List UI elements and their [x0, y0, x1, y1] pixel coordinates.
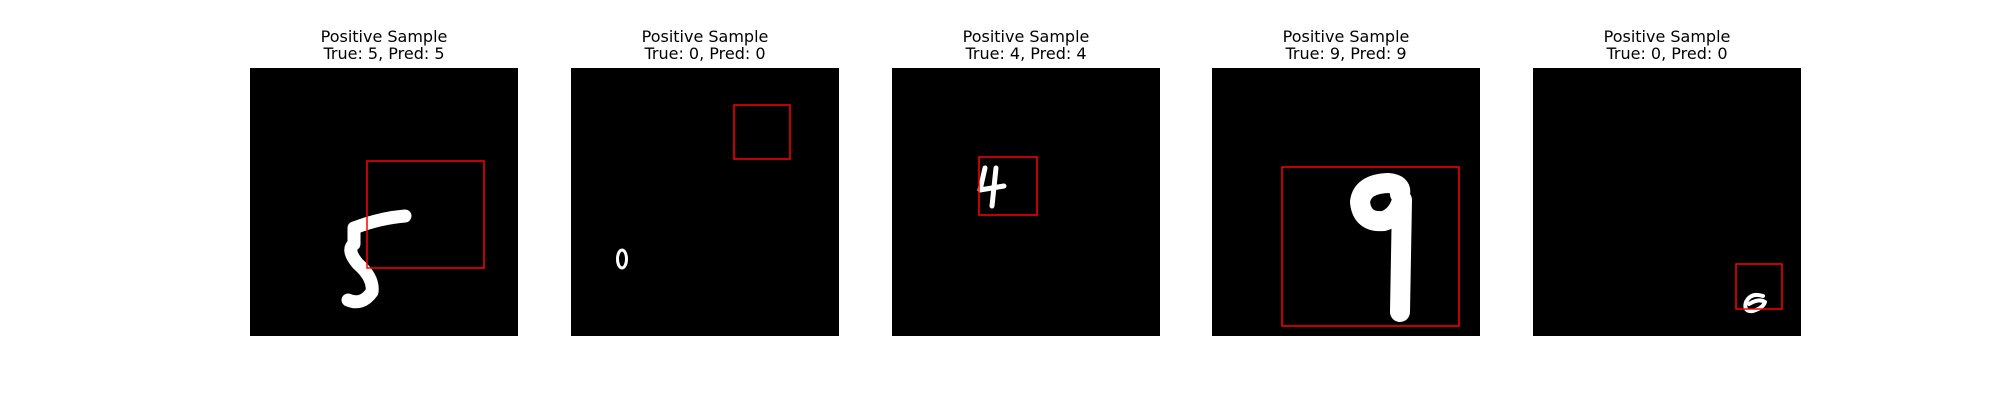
- bounding-box: [1735, 263, 1783, 310]
- digit-4-drawing: [977, 156, 1038, 216]
- bounding-box: [366, 160, 485, 269]
- digit-0-drawing: [1735, 263, 1783, 314]
- panel-subtitle: True: 0, Pred: 0: [1606, 44, 1728, 63]
- panel-title: Positive Sample True: 0, Pred: 0: [1493, 28, 1841, 62]
- sample-panel-4: Positive Sample True: 9, Pred: 9: [1212, 0, 1480, 400]
- panel-title: Positive Sample True: 9, Pred: 9: [1172, 28, 1520, 62]
- panel-heading: Positive Sample: [641, 27, 769, 46]
- sample-panel-1: Positive Sample True: 5, Pred: 5: [250, 0, 518, 400]
- panel-subtitle: True: 9, Pred: 9: [1285, 44, 1407, 63]
- panel-subtitle: True: 4, Pred: 4: [965, 44, 1087, 63]
- sample-panel-2: Positive Sample True: 0, Pred: 0: [571, 0, 839, 400]
- bounding-box: [733, 104, 791, 160]
- panel-heading: Positive Sample: [1282, 27, 1410, 46]
- panel-title: Positive Sample True: 5, Pred: 5: [210, 28, 558, 62]
- digit-5-drawing: [341, 160, 485, 309]
- sample-panel-5: Positive Sample True: 0, Pred: 0: [1533, 0, 1801, 400]
- bounding-box: [1281, 166, 1460, 327]
- digit-image: [250, 68, 518, 336]
- bounding-box: [978, 156, 1038, 216]
- digit-image: [1212, 68, 1480, 336]
- panel-subtitle: True: 0, Pred: 0: [644, 44, 766, 63]
- panel-subtitle: True: 5, Pred: 5: [323, 44, 445, 63]
- panel-title: Positive Sample True: 0, Pred: 0: [531, 28, 879, 62]
- digit-0-drawing: [616, 104, 791, 270]
- panel-heading: Positive Sample: [1603, 27, 1731, 46]
- digit-image: [571, 68, 839, 336]
- panel-title: Positive Sample True: 4, Pred: 4: [852, 28, 1200, 62]
- digit-image: [892, 68, 1160, 336]
- panel-heading: Positive Sample: [962, 27, 1090, 46]
- sample-panel-3: Positive Sample True: 4, Pred: 4: [892, 0, 1160, 400]
- digit-9-drawing: [1281, 166, 1460, 327]
- digit-image: [1533, 68, 1801, 336]
- panel-heading: Positive Sample: [320, 27, 448, 46]
